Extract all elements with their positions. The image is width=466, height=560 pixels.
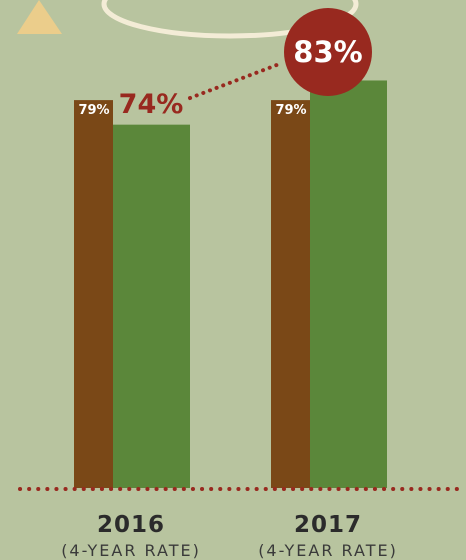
value-label-2017-primary: 83% xyxy=(293,35,362,69)
leader-line xyxy=(188,61,284,100)
highlight-badge xyxy=(284,8,372,96)
category-label-2016: 2016 xyxy=(97,512,165,538)
bar-2017-series-2 xyxy=(310,80,387,488)
category-subtitle-2017: (4-YEAR RATE) xyxy=(258,541,398,560)
bar-2016-series-2 xyxy=(113,124,190,488)
value-label-2016-primary: 74% xyxy=(119,89,184,120)
bar-2016-series-1 xyxy=(74,100,113,489)
bars xyxy=(74,80,387,489)
value-label-2016-secondary: 79% xyxy=(78,103,109,118)
bar-2017-series-1 xyxy=(271,100,310,489)
oval-decoration xyxy=(101,0,359,39)
category-label-2017: 2017 xyxy=(294,512,362,538)
triangle-decoration xyxy=(17,0,62,34)
category-subtitle-2016: (4-YEAR RATE) xyxy=(61,541,201,560)
value-label-2017-secondary: 79% xyxy=(275,103,306,118)
